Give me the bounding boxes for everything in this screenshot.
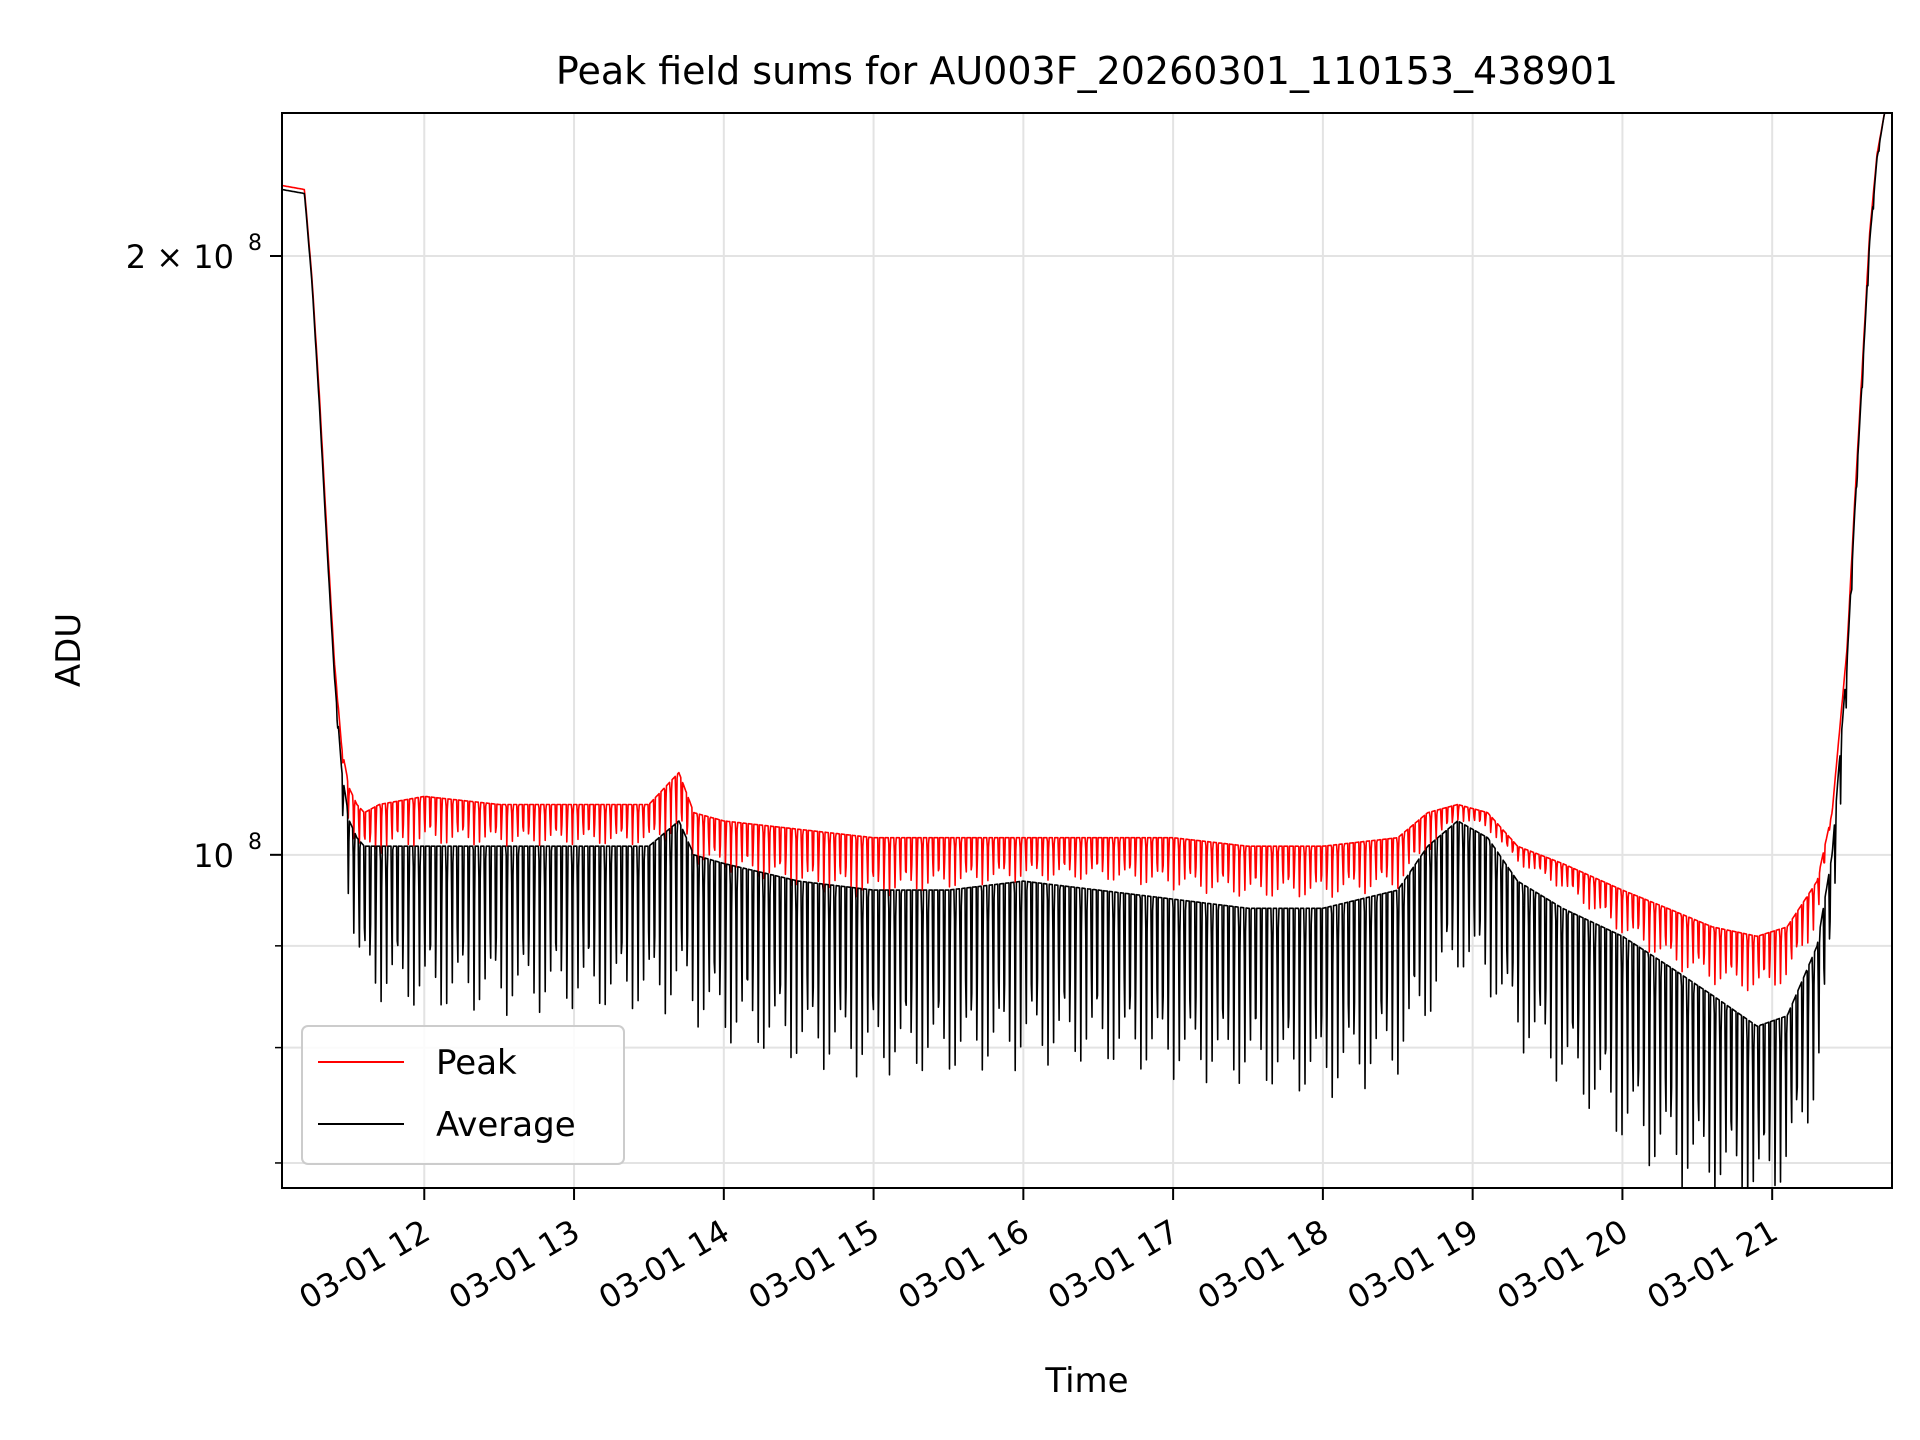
legend: Peak Average xyxy=(301,1025,625,1165)
series-line-peak xyxy=(282,113,1892,992)
x-axis-label: Time xyxy=(1044,1361,1128,1401)
y-tick-label-exponent: 8 xyxy=(248,830,262,855)
legend-box xyxy=(301,1025,625,1165)
series-line-average xyxy=(282,113,1892,1188)
y-axis-label: ADU xyxy=(49,613,89,687)
chart-title: Peak field sums for AU003F_20260301_1101… xyxy=(556,49,1618,93)
plot-frame xyxy=(281,112,1893,1189)
y-axis: 10 8 2 × 10 8 xyxy=(126,231,282,1164)
y-tick-label-exponent: 8 xyxy=(248,231,262,256)
legend-peak-label: Peak xyxy=(436,1043,517,1083)
y-tick-label: 2 × 10 xyxy=(126,238,234,276)
legend-average-label: Average xyxy=(436,1105,576,1145)
y-tick-label: 10 xyxy=(193,837,234,875)
plot-area xyxy=(282,113,1892,1188)
